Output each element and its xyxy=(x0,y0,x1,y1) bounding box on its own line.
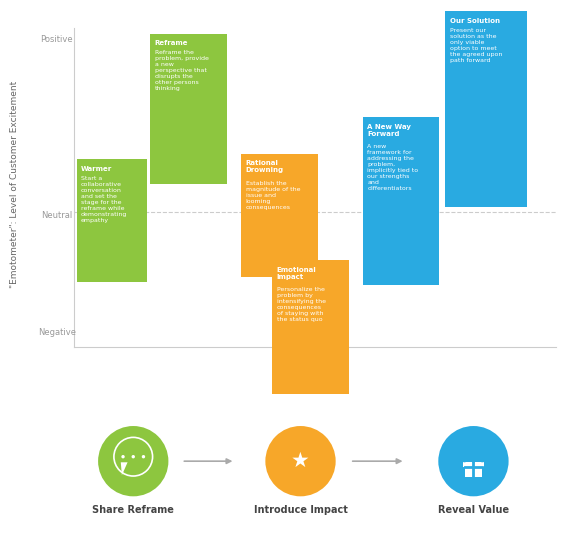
Text: Introduce Impact: Introduce Impact xyxy=(253,505,348,515)
Text: Establish the
magnitude of the
issue and
looming
consequences: Establish the magnitude of the issue and… xyxy=(246,181,300,210)
Ellipse shape xyxy=(132,455,135,458)
Text: ★: ★ xyxy=(291,451,310,471)
Text: Our Solution: Our Solution xyxy=(450,18,500,24)
Bar xyxy=(463,462,484,467)
Text: Share Reframe: Share Reframe xyxy=(92,505,174,515)
Ellipse shape xyxy=(121,455,125,458)
Bar xyxy=(150,34,227,184)
Bar xyxy=(363,117,439,285)
Ellipse shape xyxy=(98,426,168,496)
Text: Personalize the
problem by
intensifying the
consequences
of staying with
the sta: Personalize the problem by intensifying … xyxy=(277,287,325,322)
Bar xyxy=(445,11,527,207)
Text: Positive: Positive xyxy=(40,35,73,44)
Bar xyxy=(465,465,482,477)
Text: A new
framework for
addressing the
problem,
implicitly tied to
our strengths
and: A new framework for addressing the probl… xyxy=(367,144,418,191)
Polygon shape xyxy=(121,462,128,475)
Text: Reframe: Reframe xyxy=(155,40,188,46)
Text: Emotional
Impact: Emotional Impact xyxy=(277,267,316,280)
Ellipse shape xyxy=(438,426,509,496)
Text: Start a
collaborative
conversation
and set the
stage for the
reframe while
demon: Start a collaborative conversation and s… xyxy=(81,176,128,223)
Text: Warmer: Warmer xyxy=(81,166,112,172)
Text: Present our
solution as the
only viable
option to meet
the agreed upon
path forw: Present our solution as the only viable … xyxy=(450,28,502,63)
Text: Negative: Negative xyxy=(37,328,76,337)
Text: Rational
Drowning: Rational Drowning xyxy=(246,160,284,173)
Text: "Emotometer": Level of Customer Excitement: "Emotometer": Level of Customer Exciteme… xyxy=(10,81,19,288)
Bar xyxy=(272,260,349,394)
Ellipse shape xyxy=(142,455,145,458)
Bar xyxy=(77,159,147,282)
Text: Neutral: Neutral xyxy=(41,211,73,220)
Text: A New Way
Forward: A New Way Forward xyxy=(367,124,412,137)
Text: Reveal Value: Reveal Value xyxy=(438,505,509,515)
Bar xyxy=(241,154,318,277)
Text: Reframe the
problem, provide
a new
perspective that
disrupts the
other persons
t: Reframe the problem, provide a new persp… xyxy=(155,50,209,91)
Ellipse shape xyxy=(265,426,336,496)
